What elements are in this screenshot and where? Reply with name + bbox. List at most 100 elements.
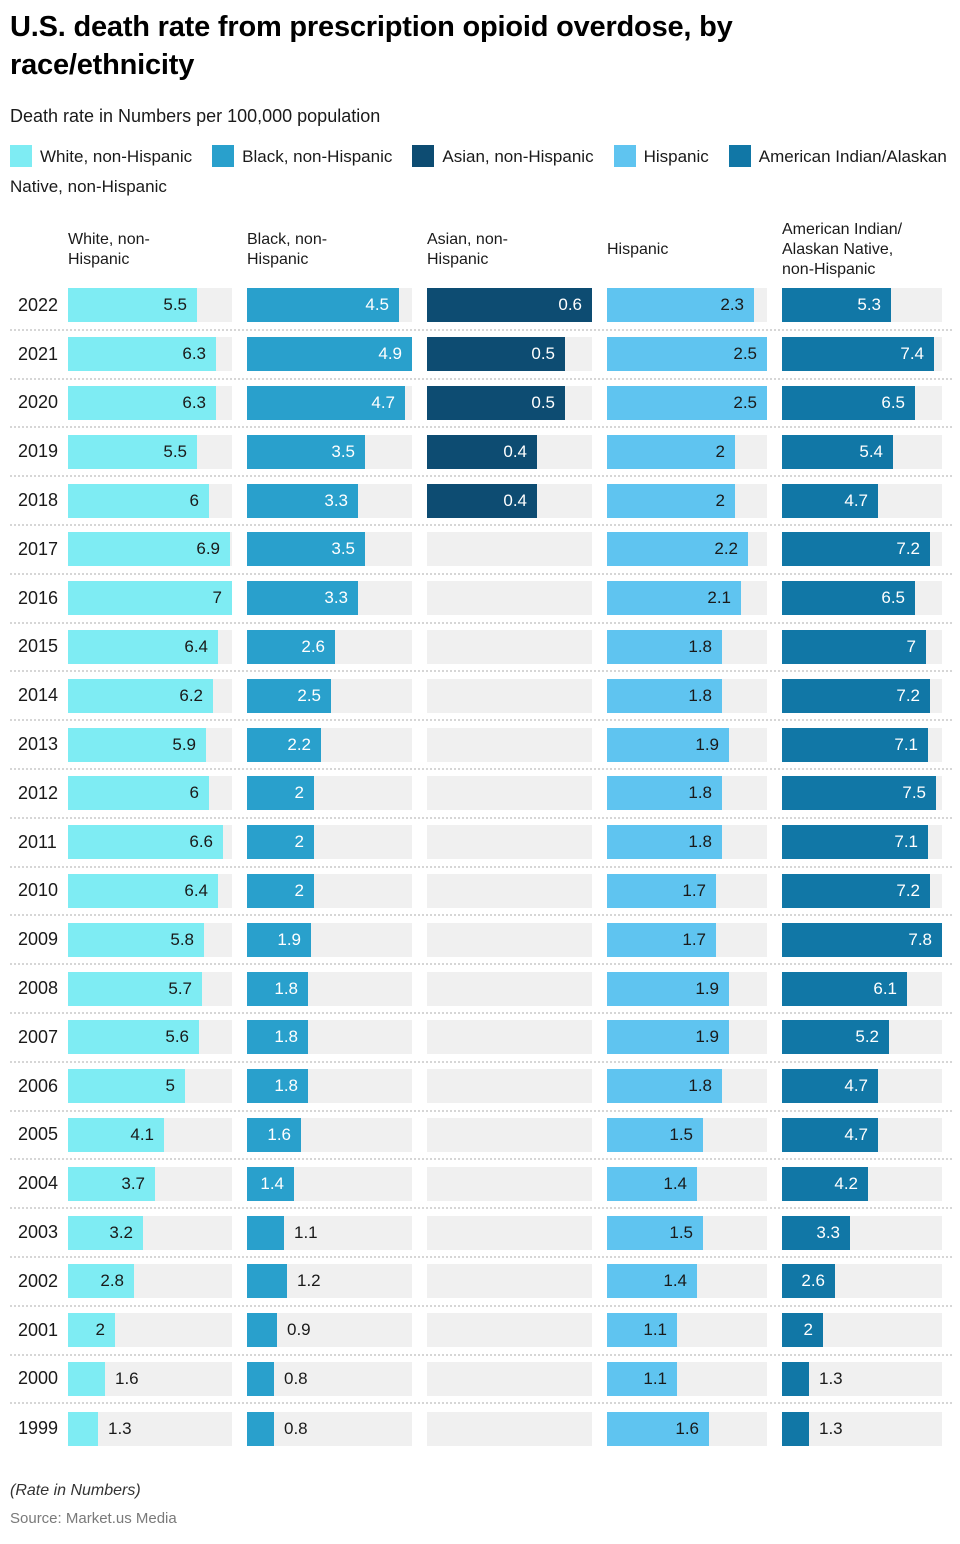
bar-value-label: 6.4 [184,880,208,900]
legend-item-black-non-hispanic: Black, non-Hispanic [212,145,392,167]
bar-track-white-non-hispanic: 7 [68,581,232,616]
bar-white-non-hispanic: 5 [68,1069,185,1104]
chart-row-2011: 2011 6.6 2 1.8 7.1 [10,819,952,868]
bar-black-non-hispanic: 3.5 [247,532,365,567]
bar-black-non-hispanic: 2.6 [247,629,335,664]
bar-value-label: 4.7 [844,1076,868,1096]
bar-value-label: 1.6 [115,1368,139,1388]
bar-track-asian-non-hispanic [427,581,592,616]
bar-track-american-indian-alaskan-native: 6.5 [782,385,942,420]
legend-label-asian-non-hispanic: Asian, non-Hispanic [442,147,594,166]
bar-hispanic: 1.5 [607,1215,703,1250]
column-header-line: Hispanic [607,241,669,258]
bar-track-black-non-hispanic: 2 [247,776,412,811]
bar-track-hispanic: 1.4 [607,1166,767,1201]
bar-american-indian-alaskan-native: 7.8 [782,922,942,957]
bar-value-label: 1.8 [274,978,298,998]
bar-white-non-hispanic: 5.5 [68,434,197,469]
bar-value-label: 1.8 [274,1076,298,1096]
bar-value-label: 2 [294,783,304,803]
column-header-line: Hispanic [68,251,130,268]
bar-value-label: 0.5 [531,392,555,412]
bar-black-non-hispanic: 2 [247,776,314,811]
chart-row-2006: 2006 5 1.8 1.8 4.7 [10,1063,952,1112]
bar-track-asian-non-hispanic: 0.4 [427,434,592,469]
bar-track-asian-non-hispanic: 0.5 [427,337,592,372]
bar-american-indian-alaskan-native [782,1361,809,1396]
bar-value-label: 5.9 [172,734,196,754]
year-label: 2022 [18,294,59,315]
bar-black-non-hispanic: 3.3 [247,483,358,518]
bar-black-non-hispanic: 2 [247,873,314,908]
column-header-line: non-Hispanic [782,261,876,278]
bar-american-indian-alaskan-native: 5.4 [782,434,893,469]
bar-american-indian-alaskan-native: 6.5 [782,581,915,616]
bar-value-label: 0.5 [531,344,555,364]
chart-row-2019: 2019 5.5 3.5 0.4 2 5.4 [10,428,952,478]
bar-track-asian-non-hispanic [427,825,592,860]
bar-track-white-non-hispanic: 6 [68,483,232,518]
bar-black-non-hispanic [247,1215,284,1250]
chart-row-2012: 2012 6 2 1.8 7.5 [10,770,952,819]
bar-american-indian-alaskan-native: 4.2 [782,1166,868,1201]
bar-track-white-non-hispanic: 2.8 [68,1264,232,1299]
legend-label-american-indian-alaskan-native: Alaskan Native, non-Hispanic [10,147,947,196]
column-header-line: Black, non- [247,231,328,248]
bar-hispanic: 1.4 [607,1264,697,1299]
bar-value-label: 1.3 [819,1368,843,1388]
bar-value-label: 1.1 [643,1320,667,1340]
column-header-line: Alaskan Native, [782,241,894,258]
bar-track-white-non-hispanic: 6.3 [68,385,232,420]
chart-row-2014: 2014 6.2 2.5 1.8 7.2 [10,672,952,722]
bar-track-asian-non-hispanic [427,922,592,957]
bar-value-label: 2 [294,832,304,852]
bar-value-label: 2.8 [100,1271,124,1291]
bar-hispanic: 2.1 [607,581,741,616]
year-label: 2014 [18,685,59,706]
bar-value-label: 6.4 [184,636,208,656]
bar-track-white-non-hispanic: 6.3 [68,337,232,372]
bar-value-label: 2 [803,1320,813,1340]
bar-track-asian-non-hispanic [427,776,592,811]
bar-value-label: 1.4 [663,1271,687,1291]
bar-value-label: 5.8 [170,929,194,949]
bar-asian-non-hispanic: 0.5 [427,337,565,372]
year-label: 2010 [18,880,59,901]
bar-value-label: 2 [294,880,304,900]
bar-value-label: 3.7 [121,1173,145,1193]
bar-track-american-indian-alaskan-native: 5.4 [782,434,942,469]
source-credit: Source: Market.us Media [10,1510,177,1528]
bar-white-non-hispanic: 6 [68,776,209,811]
bar-track-black-non-hispanic: 0.8 [247,1361,412,1396]
bar-black-non-hispanic: 4.9 [247,337,412,372]
bar-value-label: 2.6 [801,1271,825,1291]
bar-hispanic: 1.4 [607,1166,697,1201]
column-header-white-non-hispanic: White, non- Hispanic [68,230,232,270]
bar-value-label: 5 [165,1076,175,1096]
bar-value-label: 6.1 [873,978,897,998]
bar-track-white-non-hispanic: 2 [68,1313,232,1348]
legend-item-american-indian-alaskan-native: American Indian/Alaskan Native, non-Hisp… [10,145,947,196]
bar-track-hispanic: 2 [607,434,767,469]
bar-track-black-non-hispanic: 2.6 [247,629,412,664]
bar-white-non-hispanic: 5.9 [68,727,206,762]
bar-american-indian-alaskan-native: 2.6 [782,1264,835,1299]
bar-track-american-indian-alaskan-native: 5.2 [782,1020,942,1055]
bar-value-label: 2.6 [301,636,325,656]
bar-track-american-indian-alaskan-native: 5.3 [782,288,942,323]
bar-track-american-indian-alaskan-native: 7.5 [782,776,942,811]
bar-track-black-non-hispanic: 1.8 [247,971,412,1006]
bar-track-american-indian-alaskan-native: 1.3 [782,1411,942,1446]
bar-white-non-hispanic: 7 [68,581,232,616]
bar-value-label: 1.9 [695,978,719,998]
bar-american-indian-alaskan-native: 7 [782,629,926,664]
chart-row-2000: 2000 1.6 0.8 1.1 1.3 [10,1356,952,1405]
chart-row-2007: 2007 5.6 1.8 1.9 5.2 [10,1014,952,1063]
bar-track-black-non-hispanic: 1.8 [247,1020,412,1055]
bar-value-label: 4.7 [844,490,868,510]
column-header-asian-non-hispanic: Asian, non- Hispanic [427,230,592,270]
bar-value-label: 3.5 [331,539,355,559]
bar-value-label: 7.1 [894,734,918,754]
year-label: 2018 [18,490,59,511]
bar-track-asian-non-hispanic [427,1264,592,1299]
